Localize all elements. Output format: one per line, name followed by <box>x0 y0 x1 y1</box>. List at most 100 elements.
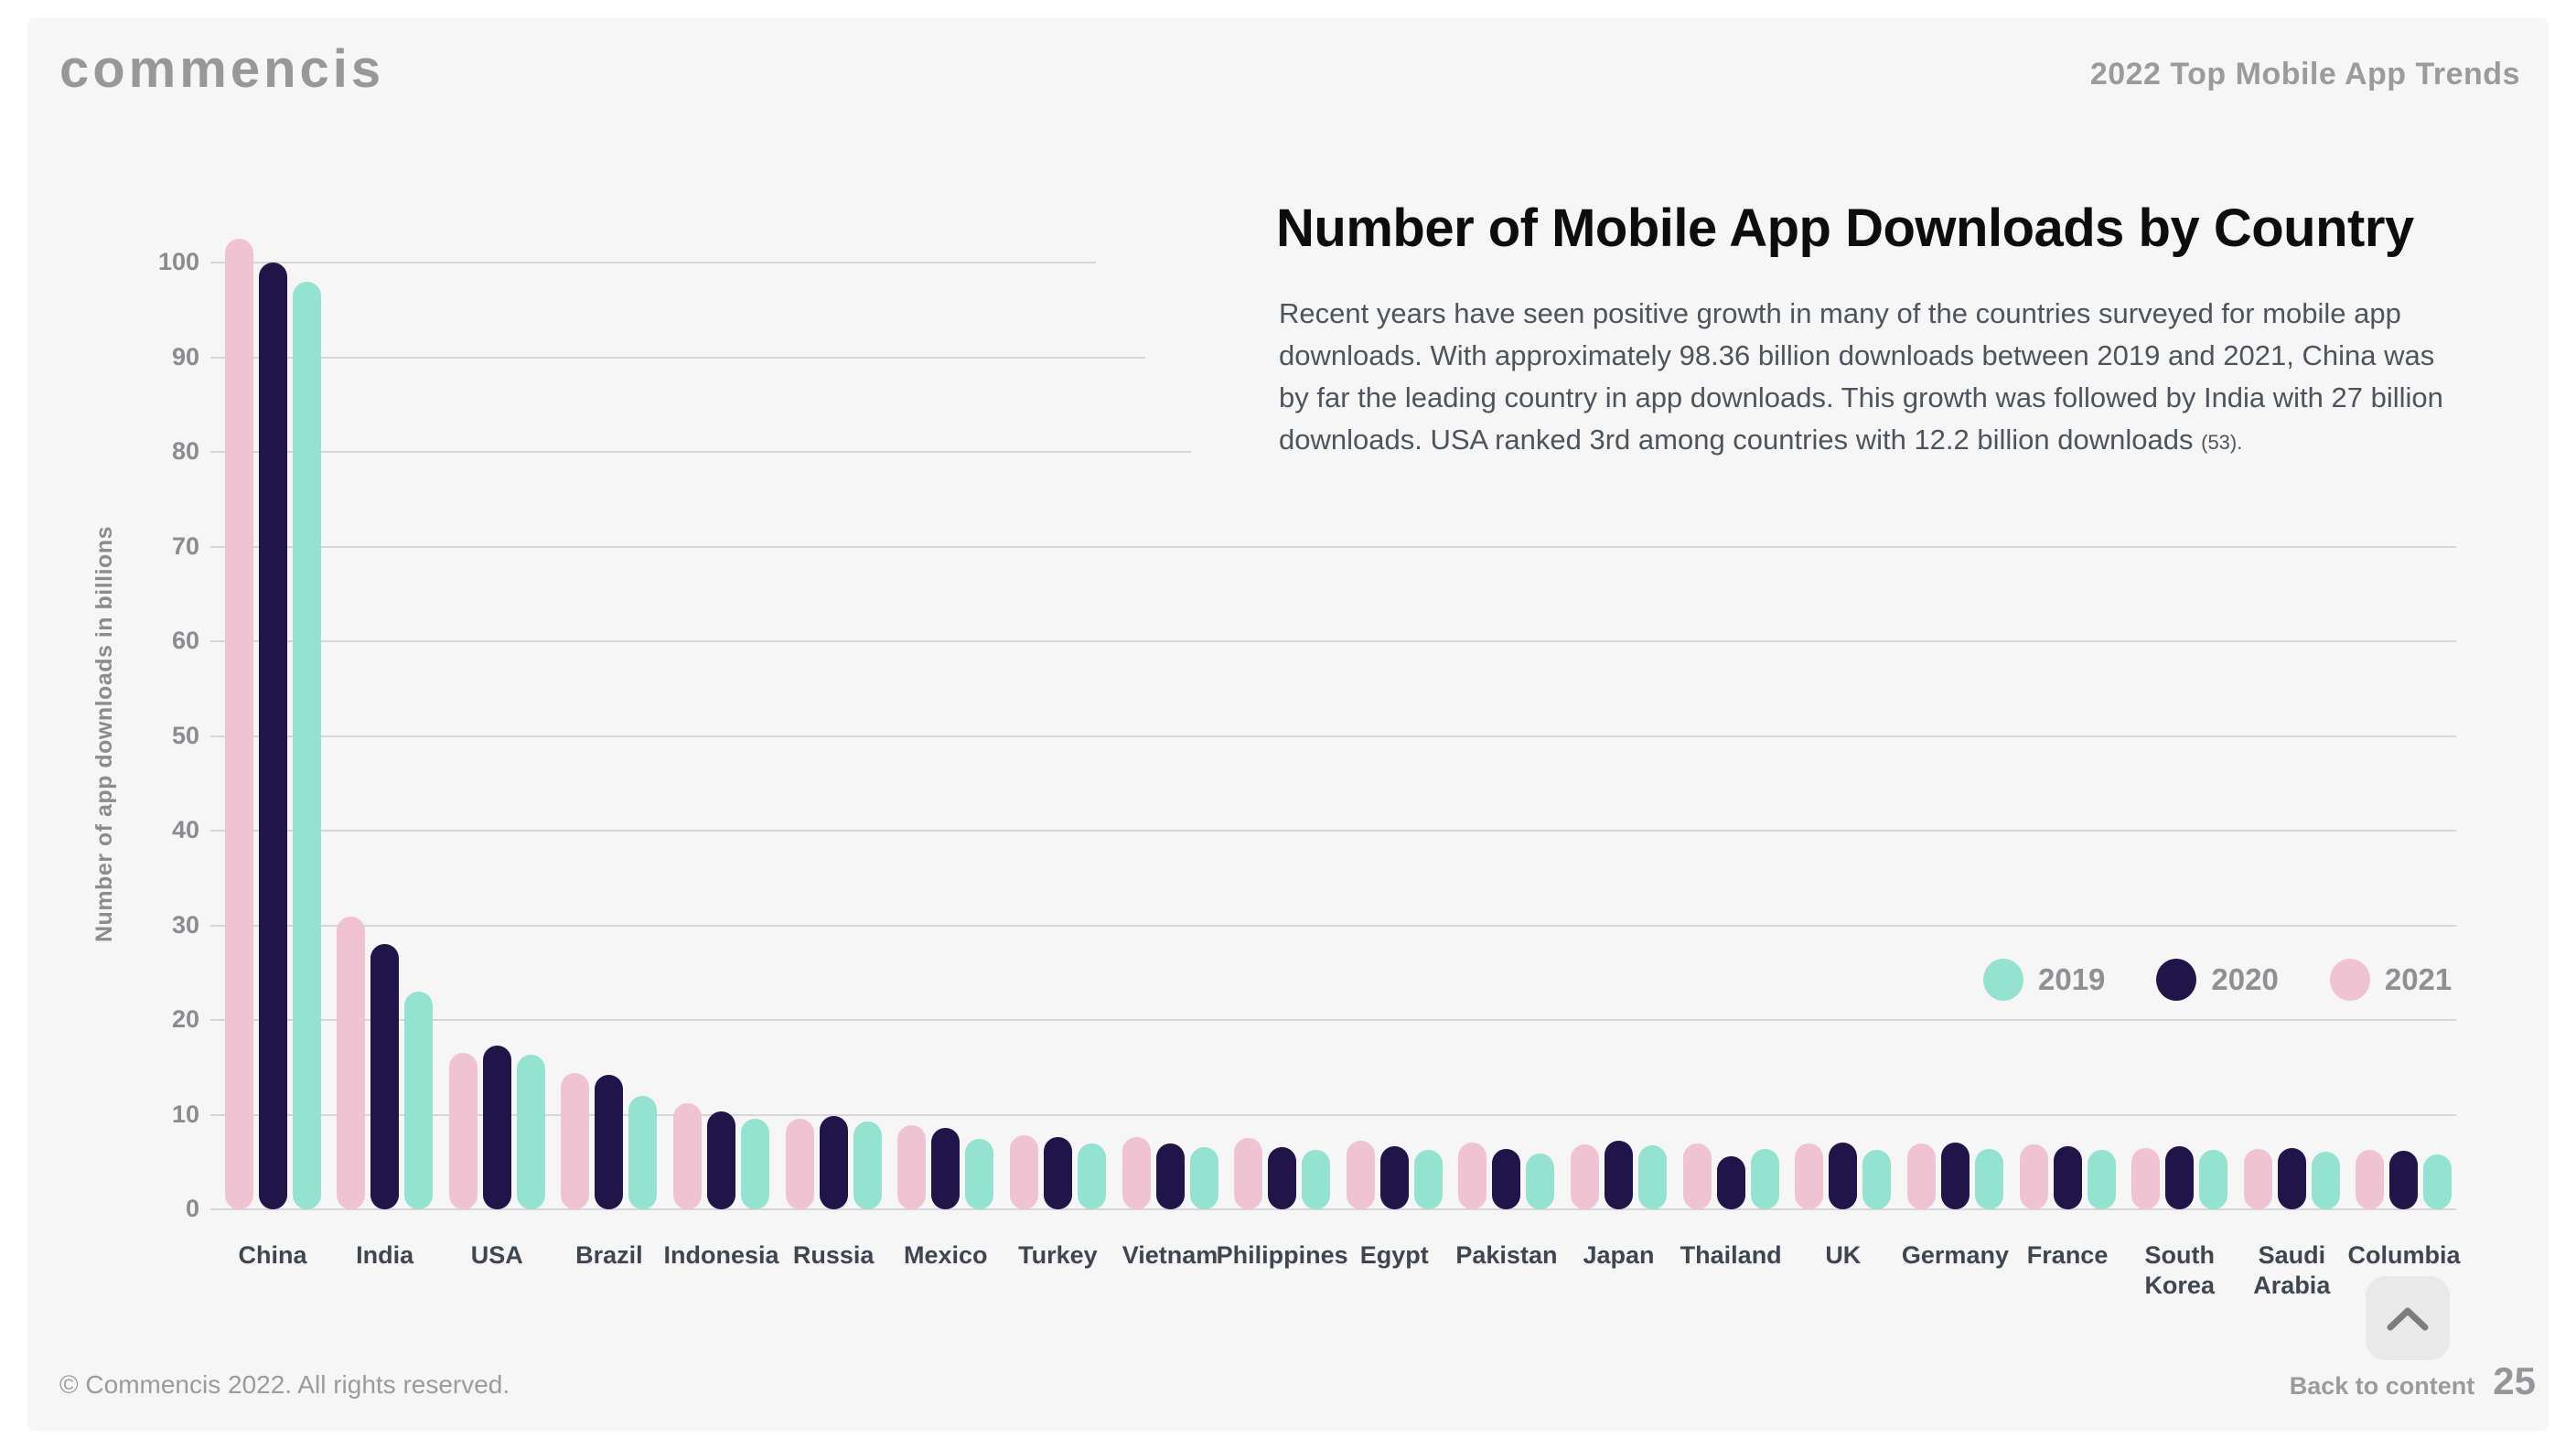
bar-2019-usa <box>516 1055 545 1209</box>
bar-2021-india <box>337 917 366 1209</box>
bar-2019-japan <box>1638 1144 1668 1209</box>
bar-2019-germany <box>1974 1148 2003 1209</box>
bar-2019-mexico <box>965 1139 994 1209</box>
bar-2019-india <box>404 991 434 1209</box>
footer-nav: Back to content 25 <box>2290 1359 2536 1403</box>
bar-2020-columbia <box>2389 1150 2419 1209</box>
bar-2021-vietnam <box>1122 1137 1151 1209</box>
bar-2020-china <box>258 263 287 1209</box>
gridline-20 <box>210 1019 2456 1021</box>
bar-2019-vietnam <box>1189 1146 1218 1209</box>
chart-description: Recent years have seen positive growth i… <box>1279 293 2468 464</box>
gridline-50 <box>210 735 2456 737</box>
y-axis-tick-10: 10 <box>171 1100 199 1128</box>
gridline-30 <box>210 924 2456 927</box>
x-axis-label-brazil: Brazil <box>575 1241 643 1269</box>
x-axis-label-uk: UK <box>1825 1241 1862 1269</box>
y-axis-tick-100: 100 <box>157 248 199 275</box>
bar-2021-south-korea <box>2131 1147 2161 1209</box>
bar-2020-japan <box>1605 1141 1634 1209</box>
bar-2019-thailand <box>1750 1148 1779 1209</box>
bar-2020-indonesia <box>707 1111 736 1209</box>
bar-2020-russia <box>819 1115 848 1209</box>
x-axis-label-egypt: Egypt <box>1359 1241 1429 1269</box>
legend-item-2020: 2020 <box>2156 959 2279 1001</box>
legend-dot-2019 <box>1983 959 2023 1001</box>
bar-2021-china <box>224 239 253 1209</box>
bar-2021-mexico <box>897 1124 927 1209</box>
bar-2019-brazil <box>628 1095 658 1209</box>
bar-2020-usa <box>482 1045 511 1209</box>
bar-2020-brazil <box>595 1075 624 1209</box>
x-axis-label-indonesia: Indonesia <box>663 1241 779 1269</box>
bar-2019-uk <box>1862 1149 1892 1209</box>
bar-2021-japan <box>1571 1143 1600 1209</box>
bar-2021-indonesia <box>673 1103 703 1209</box>
bar-2019-turkey <box>1077 1143 1106 1209</box>
x-axis-label-turkey: Turkey <box>1018 1241 1098 1269</box>
x-axis-label-india: India <box>356 1241 414 1269</box>
copyright-text: © Commencis 2022. All rights reserved. <box>59 1370 510 1399</box>
bar-2019-indonesia <box>741 1118 770 1209</box>
bar-2019-south-korea <box>2199 1149 2228 1209</box>
gridline-90 <box>210 356 1145 359</box>
bar-2020-south-korea <box>2165 1145 2195 1209</box>
legend-item-2019: 2019 <box>1983 959 2105 1001</box>
bar-2020-india <box>370 944 400 1209</box>
chart-legend: 2019 2020 2021 <box>1983 959 2452 1001</box>
x-axis-label-pakistan: Pakistan <box>1455 1241 1558 1269</box>
bar-2019-columbia <box>2423 1154 2453 1209</box>
gridline-60 <box>210 640 2456 642</box>
bar-2020-germany <box>1940 1142 1970 1209</box>
back-to-content-link[interactable]: Back to content <box>2289 1372 2475 1400</box>
legend-label-2019: 2019 <box>2038 962 2106 996</box>
x-axis-label-columbia: Columbia <box>2347 1241 2461 1269</box>
bar-2019-russia <box>853 1121 882 1209</box>
legend-label-2020: 2020 <box>2211 962 2279 996</box>
x-axis-label-japan: Japan <box>1583 1241 1655 1269</box>
gridline-0 <box>210 1208 2456 1210</box>
legend-dot-2021 <box>2329 959 2370 1001</box>
bar-2021-turkey <box>1009 1135 1038 1209</box>
bar-2020-france <box>2053 1145 2082 1209</box>
y-axis-tick-80: 80 <box>171 437 199 465</box>
bar-2020-vietnam <box>1155 1143 1185 1209</box>
x-axis-label-usa: USA <box>470 1241 523 1269</box>
bar-2020-thailand <box>1716 1156 1745 1209</box>
bar-2021-russia <box>785 1118 814 1209</box>
bar-2019-philippines <box>1302 1149 1331 1209</box>
bar-2020-mexico <box>931 1127 961 1209</box>
bar-2019-egypt <box>1413 1149 1443 1209</box>
bar-2021-saudi-arabia <box>2243 1148 2272 1209</box>
x-axis-label-germany: Germany <box>1901 1241 2009 1269</box>
chevron-up-icon <box>2385 1304 2431 1333</box>
legend-item-2021: 2021 <box>2329 959 2452 1001</box>
bar-2021-columbia <box>2356 1149 2385 1209</box>
bar-2021-philippines <box>1234 1138 1263 1209</box>
x-axis-label-mexico: Mexico <box>903 1241 988 1269</box>
x-axis-label-china: China <box>238 1241 307 1269</box>
bar-2019-pakistan <box>1526 1153 1555 1209</box>
chart-title: Number of Mobile App Downloads by Countr… <box>1276 199 2414 258</box>
legend-dot-2020 <box>2156 959 2197 1001</box>
bar-2019-china <box>292 281 321 1209</box>
bar-2021-egypt <box>1346 1141 1375 1209</box>
report-title: 2022 Top Mobile App Trends <box>2089 57 2520 91</box>
x-axis-label-thailand: Thailand <box>1680 1241 1782 1269</box>
gridline-70 <box>210 545 2456 548</box>
bar-2019-saudi-arabia <box>2311 1151 2340 1209</box>
back-to-top-button[interactable] <box>2366 1276 2450 1360</box>
gridline-40 <box>210 830 2456 832</box>
gridline-100 <box>210 262 1096 263</box>
bar-2021-pakistan <box>1458 1142 1487 1209</box>
bar-2020-uk <box>1829 1142 1858 1209</box>
page-number: 25 <box>2493 1359 2536 1402</box>
x-axis-label-saudi-arabia: Saudi Arabia <box>2253 1241 2331 1299</box>
x-axis-label-russia: Russia <box>792 1241 875 1269</box>
bar-2021-uk <box>1795 1143 1824 1209</box>
commencis-logo: commencis <box>59 39 385 99</box>
bar-2021-france <box>2019 1143 2048 1209</box>
slide: commencis 2022 Top Mobile App Trends Num… <box>27 18 2549 1431</box>
bar-2021-brazil <box>561 1072 590 1209</box>
